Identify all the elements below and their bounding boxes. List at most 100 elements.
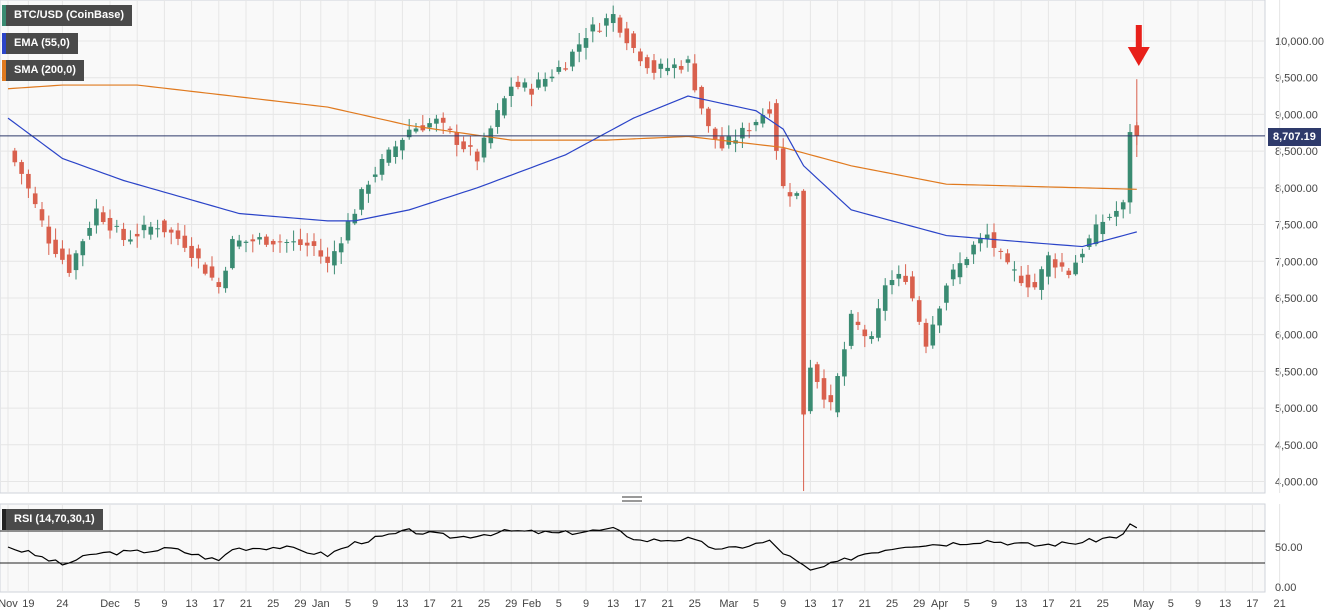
- legend-ema[interactable]: EMA (55,0): [2, 33, 78, 54]
- candle-body: [889, 280, 895, 286]
- x-tick-label: Apr: [931, 598, 948, 610]
- candle-body: [848, 313, 854, 346]
- candle-body: [454, 132, 460, 145]
- x-tick-label: 9: [780, 598, 786, 610]
- candle-body: [638, 51, 643, 62]
- candle-body: [576, 44, 582, 52]
- candle-body: [1093, 224, 1099, 245]
- x-tick-label: 9: [991, 598, 997, 610]
- y-tick-label: 5,500.00: [1275, 366, 1318, 378]
- x-tick-label: 25: [886, 598, 898, 610]
- candle-body: [284, 241, 290, 243]
- candle-body: [869, 336, 874, 340]
- candle-body: [474, 151, 480, 162]
- x-tick-label: 29: [294, 598, 306, 610]
- price-panel-bg: [0, 0, 1266, 494]
- candle-body: [801, 190, 806, 415]
- x-tick-label: 5: [134, 598, 140, 610]
- x-tick-label: 5: [1168, 598, 1174, 610]
- candle-body: [978, 238, 983, 244]
- y-tick-label: 7,500.00: [1275, 220, 1318, 232]
- candle-body: [563, 68, 568, 70]
- x-tick-label: 9: [161, 598, 167, 610]
- candle-body: [760, 115, 766, 124]
- candle-body: [896, 273, 902, 279]
- candle-body: [386, 149, 392, 163]
- candle-body: [794, 193, 800, 196]
- candle-body: [774, 103, 779, 151]
- candle-body: [1039, 269, 1044, 290]
- candle-body: [685, 59, 691, 63]
- x-tick-label: 17: [831, 598, 843, 610]
- legend-sma[interactable]: SMA (200,0): [2, 60, 84, 81]
- candle-body: [87, 227, 92, 236]
- symbol-color-swatch: [2, 5, 6, 26]
- candle-body: [121, 228, 126, 241]
- candle-body: [930, 324, 936, 346]
- y-tick-label: 4,500.00: [1275, 440, 1318, 452]
- legend-symbol-label: BTC/USD (CoinBase): [14, 9, 125, 21]
- candle-body: [712, 128, 718, 140]
- candle-body: [1120, 202, 1126, 210]
- sma-200-line: [7, 84, 1137, 190]
- y-tick-label: 10,000.00: [1275, 36, 1324, 48]
- candle-body: [162, 220, 167, 233]
- candle-body: [624, 28, 630, 44]
- x-tick-label: 25: [478, 598, 490, 610]
- x-tick-label: 13: [607, 598, 619, 610]
- candle-body: [923, 322, 929, 347]
- x-tick-label: 21: [451, 598, 463, 610]
- x-tick-label: 21: [1069, 598, 1081, 610]
- candle-body: [447, 128, 453, 130]
- candle-body: [855, 321, 861, 326]
- x-tick-label: 17: [634, 598, 646, 610]
- x-tick-label: 17: [423, 598, 435, 610]
- candle-body: [168, 229, 174, 233]
- x-tick-label: 13: [185, 598, 197, 610]
- candle-body: [141, 224, 147, 231]
- candle-body: [1059, 262, 1065, 267]
- candle-body: [658, 63, 664, 69]
- candle-body: [325, 256, 330, 263]
- x-tick-label: 25: [689, 598, 701, 610]
- candle-body: [481, 137, 487, 158]
- candle-body: [1032, 282, 1038, 288]
- candle-body: [590, 24, 596, 32]
- legend-rsi[interactable]: RSI (14,70,30,1): [2, 509, 103, 530]
- candle-body: [66, 254, 72, 273]
- y-tick-label: 5,000.00: [1275, 403, 1318, 415]
- last-price-label: 8,707.19: [1273, 131, 1316, 143]
- candle-body: [19, 162, 24, 174]
- candle-body: [468, 145, 473, 147]
- candle-body: [427, 123, 432, 128]
- x-tick-label: May: [1133, 598, 1154, 610]
- candle-body: [196, 248, 201, 259]
- candle-body: [617, 17, 623, 33]
- candle-body: [678, 65, 684, 70]
- candle-body: [277, 241, 283, 243]
- candle-body: [570, 51, 575, 67]
- candle-body: [1052, 259, 1058, 268]
- candle-body: [434, 118, 439, 124]
- candle-body: [1080, 253, 1085, 258]
- candle-body: [522, 82, 528, 88]
- candle-body: [964, 259, 970, 266]
- candle-body: [304, 242, 310, 246]
- candle-body: [311, 241, 317, 246]
- candle-body: [971, 244, 976, 255]
- candle-body: [257, 237, 262, 240]
- x-tick-label: 17: [1042, 598, 1054, 610]
- candle-body: [644, 57, 650, 69]
- candle-body: [862, 329, 868, 337]
- x-tick-label: 5: [556, 598, 562, 610]
- legend-symbol[interactable]: BTC/USD (CoinBase): [2, 5, 133, 26]
- rsi-y-tick-label: 50.00: [1275, 542, 1303, 554]
- candle-body: [583, 38, 589, 48]
- rsi-y-tick-label: 0.00: [1275, 582, 1296, 594]
- candle-body: [1107, 216, 1112, 218]
- y-tick-label: 9,500.00: [1275, 73, 1318, 85]
- ema-55-line: [7, 95, 1137, 248]
- candle-body: [461, 141, 466, 150]
- candle-body: [780, 148, 786, 187]
